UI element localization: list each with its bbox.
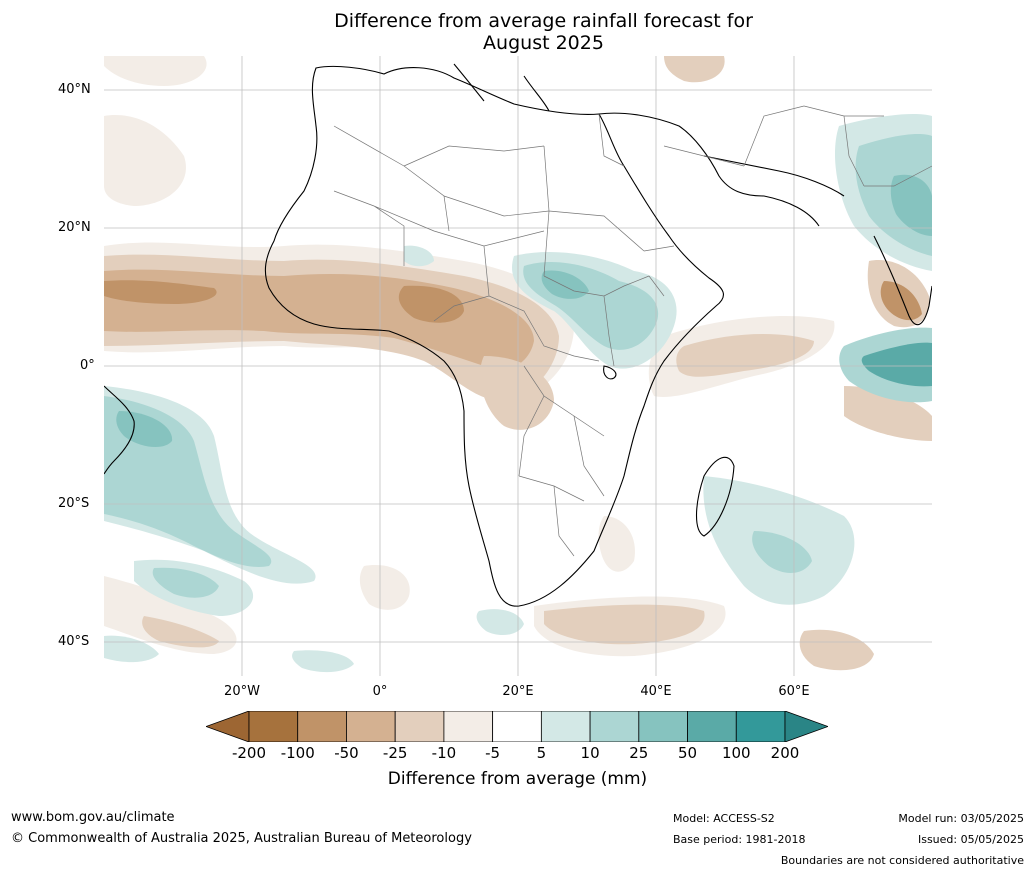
lat-label-40s: 40°S bbox=[58, 634, 90, 649]
lon-label-20w: 20°W bbox=[224, 684, 260, 699]
colorbar-bin bbox=[492, 711, 542, 742]
lon-label-40e: 40°E bbox=[640, 684, 672, 699]
colorbar-tick-label: -200 bbox=[231, 744, 267, 762]
colorbar bbox=[206, 711, 828, 742]
country-borders bbox=[333, 105, 932, 557]
colorbar-label: Difference from average (mm) bbox=[387, 769, 648, 789]
colorbar-tick-label: -50 bbox=[334, 744, 359, 762]
graticule bbox=[104, 56, 932, 676]
footer-copyright: © Commonwealth of Australia 2025, Austra… bbox=[11, 831, 472, 846]
lat-label-equator: 0° bbox=[80, 358, 95, 373]
colorbar-tick-label: -25 bbox=[382, 744, 408, 762]
colorbar-bin bbox=[394, 711, 445, 742]
footer-model: Model: ACCESS-S2 bbox=[673, 812, 775, 825]
coastlines bbox=[104, 63, 932, 607]
lon-label-60e: 60°E bbox=[778, 684, 810, 699]
map-title: Difference from average rainfall forecas… bbox=[0, 10, 1035, 54]
title-line-1: Difference from average rainfall forecas… bbox=[334, 10, 753, 32]
dry-anomaly-regions bbox=[104, 56, 932, 671]
colorbar-tick-label: 200 bbox=[770, 744, 800, 762]
lat-label-20n: 20°N bbox=[58, 220, 91, 235]
footer-model-run: Model run: 03/05/2025 bbox=[898, 812, 1024, 825]
lat-label-20s: 20°S bbox=[58, 496, 90, 511]
rainfall-map bbox=[104, 56, 932, 676]
colorbar-bin bbox=[735, 711, 786, 742]
colorbar-low-extend bbox=[206, 711, 250, 742]
colorbar-tick-label: 100 bbox=[721, 744, 751, 762]
colorbar-bin bbox=[540, 711, 591, 742]
colorbar-tick-label: -10 bbox=[431, 744, 457, 762]
colorbar-tick-label: -5 bbox=[485, 744, 501, 762]
colorbar-bins bbox=[248, 711, 786, 742]
colorbar-bin bbox=[443, 711, 494, 742]
colorbar-tick-label: 50 bbox=[677, 744, 698, 762]
footer-url[interactable]: www.bom.gov.au/climate bbox=[11, 810, 175, 825]
colorbar-tick-label: -100 bbox=[280, 744, 315, 762]
colorbar-bin bbox=[589, 711, 640, 742]
colorbar-tick-label: 25 bbox=[629, 744, 649, 762]
colorbar-tick-label: 10 bbox=[580, 744, 600, 762]
rainfall-map-svg bbox=[104, 56, 932, 676]
colorbar-bin bbox=[297, 711, 347, 742]
title-line-2: August 2025 bbox=[483, 32, 604, 54]
lon-label-20e: 20°E bbox=[502, 684, 534, 699]
lon-label-0: 0° bbox=[372, 684, 388, 699]
colorbar-high-extend bbox=[784, 711, 828, 742]
colorbar-bin bbox=[346, 711, 396, 742]
footer-issued: Issued: 05/05/2025 bbox=[917, 833, 1024, 846]
colorbar-tick-label: 5 bbox=[536, 744, 547, 762]
footer-disclaimer: Boundaries are not considered authoritat… bbox=[780, 854, 1024, 867]
colorbar-bin bbox=[248, 711, 299, 742]
lat-label-40n: 40°N bbox=[58, 82, 91, 97]
colorbar-bin bbox=[687, 711, 737, 742]
footer-base-period: Base period: 1981-2018 bbox=[673, 833, 806, 846]
colorbar-bin bbox=[638, 711, 688, 742]
wet-anomaly-regions bbox=[104, 114, 932, 673]
